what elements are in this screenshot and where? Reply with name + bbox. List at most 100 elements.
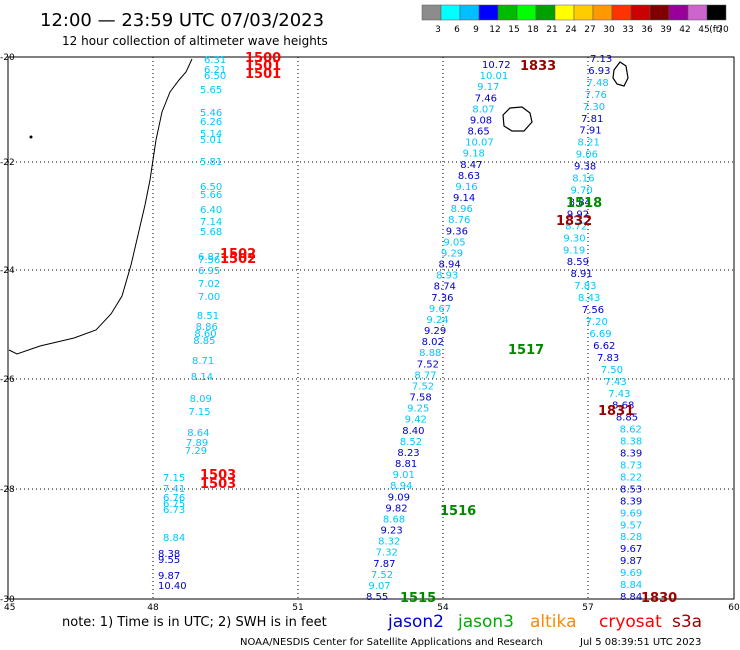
wave-height-label: 8.84 [163,533,185,544]
legend-swatch [440,4,461,21]
lon-label: 57 [582,603,593,613]
wave-height-label: 9.17 [477,82,499,93]
wave-height-label: 5.01 [200,135,222,146]
map-title: 12:00 — 23:59 UTC 07/03/2023 [40,10,324,31]
wave-height-label: 9.36 [446,226,468,237]
mauritius-island [612,61,629,87]
wave-height-label: 9.01 [393,470,415,481]
wave-height-label: 8.91 [571,269,593,280]
graticule [8,57,734,599]
wave-height-label: 6.73 [163,505,185,516]
islet [29,135,33,139]
legend-swatch [611,4,632,21]
wave-height-label: 6.21 [204,65,226,76]
lon-label: 48 [147,603,159,613]
pass-time-label: 1501 [245,59,281,74]
coastline [8,58,629,355]
wave-height-label: 8.93 [436,271,458,282]
wave-height-label: 8.32 [378,537,400,548]
wave-height-label: 7.43 [605,377,627,388]
wave-height-label: 6.76 [163,493,185,504]
legend-altika: altika [530,612,577,632]
legend-label: 45 [698,25,709,35]
wave-height-label: 8.63 [458,171,480,182]
legend-label: 42 [679,25,690,35]
legend-swatch [668,4,689,21]
wave-height-label: 8.09 [190,394,212,405]
wave-height-label: 10.40 [158,581,187,592]
wave-height-label: 7.32 [376,548,398,559]
pass-time-label: 1503 [200,477,236,492]
lon-label: 51 [292,603,303,613]
legend-label: 18 [527,25,539,35]
lat-label: -26 [0,375,15,385]
reunion-island [502,106,533,132]
wave-height-label: 5.14 [200,129,222,140]
wave-height-label: 9.07 [368,581,390,592]
lat-label: -28 [0,485,15,495]
legend-label: 70 [717,25,729,35]
wave-height-label: 9.30 [563,233,585,244]
wave-height-label: 7.14 [200,217,222,228]
wave-height-label: 6.69 [589,329,611,340]
wave-height-label: 7.89 [186,438,208,449]
wave-height-label: 8.22 [620,472,642,483]
legend-label: 33 [622,25,633,35]
wave-height-label: 9.23 [381,526,403,537]
wave-height-label: 6.26 [200,117,222,128]
wave-height-label: 7.46 [475,93,497,104]
pass-time-label: 1500 [245,51,281,66]
pass-time-label: 1830 [641,591,677,606]
lon-label: 60 [728,603,740,613]
wave-height-label: 8.94 [390,481,412,492]
legend-cryosat: cryosat [599,612,662,632]
legend-jason2: jason2 [387,612,444,632]
wave-height-label: 8.84 [620,580,642,591]
wave-height-label: 8.88 [419,348,441,359]
wave-height-label: 7.83 [597,353,619,364]
wave-height-label: 7.29 [185,446,207,457]
legend-label: 9 [473,25,479,35]
lat-label: -24 [0,266,15,276]
legend-jason3: jason3 [457,612,514,632]
legend-label: 12 [489,25,500,35]
wave-height-label: 9.06 [576,150,598,161]
wave-height-label: 8.85 [193,336,215,347]
wave-height-label: 7.50 [601,365,623,376]
wave-height-label: 9.92 [567,209,589,220]
wave-height-label: 8.51 [197,311,219,322]
wave-height-label: 9.24 [426,315,448,326]
wave-height-label: 8.94 [439,260,461,271]
map-subtitle: 12 hour collection of altimeter wave hei… [62,34,328,48]
wave-height-label: 9.05 [443,237,465,248]
wave-height-label: 6.87 [198,252,220,263]
wave-height-label: 7.58 [410,393,432,404]
wave-height-label: 9.67 [429,304,451,315]
pass-time-label: 1518 [566,196,602,211]
wave-height-label: 6.50 [200,182,222,193]
wave-height-label: 6.40 [200,205,222,216]
wave-height-label: 8.40 [402,426,424,437]
wave-height-label: 7.76 [585,90,607,101]
legend-unit: (ft) [709,25,723,35]
legend-label: 27 [584,25,595,35]
wave-height-label: 9.87 [620,556,642,567]
wave-height-label: 7.91 [579,126,601,137]
wave-height-label: 8.07 [472,104,494,115]
credit-text: NOAA/NESDIS Center for Satellite Applica… [240,637,543,648]
wave-height-label: 8.73 [620,460,642,471]
lat-label: -30 [0,595,15,605]
wave-height-label: 8.65 [468,127,490,138]
pass-time-label: 1831 [598,404,634,419]
wave-height-label: 7.20 [586,317,608,328]
wave-height-label: 5.81 [200,157,222,168]
map-frame [7,56,735,600]
wave-height-label: 8.96 [451,204,473,215]
legend-label: 6 [454,25,460,35]
wave-height-label: 9.70 [570,186,592,197]
legend-swatch [706,4,727,21]
pass-time-label: 1833 [520,59,556,74]
wave-height-label: 8.53 [620,484,642,495]
